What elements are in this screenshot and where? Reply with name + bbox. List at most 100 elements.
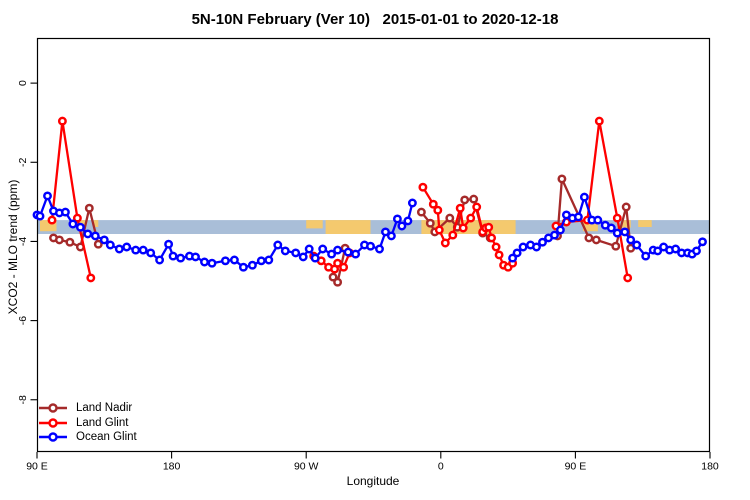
y-tick-label: 0 <box>17 80 29 86</box>
series-land-glint-point <box>86 273 96 283</box>
series-land-glint-point <box>494 250 504 260</box>
legend: Land Nadir Land Glint Ocean Glint <box>38 401 137 445</box>
map-band-land-patch <box>93 220 99 227</box>
series-land-nadir-point <box>65 237 75 247</box>
x-tick-label: 90 E <box>565 461 587 473</box>
series-land-glint-point <box>418 182 428 192</box>
legend-label-ocean-glint: Ocean Glint <box>76 431 137 444</box>
series-ocean-glint-point <box>392 214 402 224</box>
series-land-glint-line <box>50 119 92 280</box>
series-ocean-glint-point <box>220 256 230 266</box>
map-band-land-patch <box>306 220 323 229</box>
series-ocean-glint-point <box>573 212 583 222</box>
series-ocean-glint-point <box>641 251 651 261</box>
series-ocean-glint-point <box>632 240 642 250</box>
series-land-nadir-point <box>54 235 64 245</box>
series-ocean-glint-point <box>606 223 616 233</box>
series-ocean-glint-point <box>191 252 200 262</box>
legend-label-land-nadir: Land Nadir <box>76 402 133 415</box>
series-ocean-glint-point <box>304 244 314 254</box>
x-tick-label: 180 <box>163 461 181 473</box>
series-land-nadir-point <box>460 195 470 205</box>
series-ocean-glint-point <box>381 227 390 237</box>
series-ocean-glint-point <box>168 251 178 261</box>
series-ocean-glint-point <box>538 237 547 247</box>
series-ocean-glint-point <box>99 235 109 245</box>
series-land-glint-point <box>455 203 465 213</box>
series-ocean-glint-point <box>397 221 407 231</box>
series-land-nadir-point <box>621 202 631 212</box>
series-ocean-glint-point <box>200 257 209 267</box>
series-ocean-glint-point <box>343 247 353 257</box>
series-land-nadir-point <box>445 213 455 223</box>
series-ocean-glint-point <box>155 255 165 265</box>
series-ocean-glint-point <box>256 256 266 266</box>
series-land-glint-point <box>623 273 633 283</box>
series-ocean-glint-point <box>403 216 413 226</box>
series-land-glint-point <box>72 213 82 223</box>
series-ocean-glint-point <box>692 246 701 256</box>
series-ocean-glint-point <box>164 239 174 249</box>
map-band-land-patch <box>621 220 631 228</box>
x-axis-label: Longitude <box>346 474 400 488</box>
series-ocean-glint-point <box>620 227 630 237</box>
y-axis-label: XCO2 - MLO trend (ppm) <box>6 179 20 315</box>
series-ocean-glint-point <box>671 244 681 254</box>
series-ocean-glint-point <box>512 248 522 258</box>
series-land-nadir-point <box>93 239 103 249</box>
x-tick-label: 0 <box>438 461 444 473</box>
series-land-glint-point <box>612 213 622 223</box>
series-ocean-glint-point <box>555 225 565 235</box>
series-land-glint-point <box>428 199 438 209</box>
plot-frame <box>36 37 711 453</box>
series-ocean-glint-point <box>114 244 124 254</box>
series-ocean-glint-point <box>375 244 384 254</box>
series-ocean-glint-point <box>176 253 186 263</box>
series-ocean-glint-point <box>264 255 274 265</box>
series-ocean-glint-point <box>698 237 707 247</box>
series-land-nadir-point <box>611 241 621 251</box>
series-ocean-glint-point <box>626 235 636 245</box>
series-land-glint-point <box>433 205 443 215</box>
series-ocean-glint-point <box>247 260 257 270</box>
series-ocean-glint-point <box>273 240 283 250</box>
series-land-glint-point <box>484 222 494 232</box>
series-ocean-glint-point <box>579 192 589 202</box>
series-land-nadir-point <box>584 233 594 243</box>
series-ocean-glint-point <box>238 262 248 272</box>
series-land-nadir-point <box>591 235 601 245</box>
series-ocean-glint-point <box>310 253 320 263</box>
series-ocean-glint-point <box>298 252 308 262</box>
map-band-land-patch <box>325 220 371 234</box>
map-band-land-patch <box>40 220 57 232</box>
series-land-glint-point <box>434 225 444 235</box>
series-ocean-glint-point <box>83 229 93 239</box>
series-land-glint-line <box>554 119 629 280</box>
map-band-ocean <box>37 220 710 234</box>
series-ocean-glint-point <box>532 242 541 252</box>
series-land-glint-point <box>448 230 458 240</box>
series-ocean-glint-point <box>122 242 132 252</box>
series-ocean-glint-point <box>407 198 417 208</box>
y-tick-label: -8 <box>17 395 29 404</box>
series-ocean-glint-point <box>43 191 52 201</box>
series-ocean-glint-point <box>207 258 217 268</box>
series-land-nadir-point <box>84 203 94 213</box>
legend-item-land-glint: Land Glint <box>38 416 137 431</box>
series-ocean-glint-point <box>333 245 343 255</box>
y-tick-label: -6 <box>17 316 29 325</box>
series-ocean-glint-point <box>518 242 528 252</box>
series-land-glint-point <box>339 262 349 272</box>
series-ocean-glint-point <box>146 248 156 258</box>
map-band-land-patch <box>638 220 652 227</box>
series-ocean-glint-point <box>60 207 70 217</box>
series-ocean-glint-point <box>75 222 85 232</box>
legend-label-land-glint: Land Glint <box>76 416 129 429</box>
series-land-glint-point <box>440 238 450 248</box>
series-land-glint-point <box>466 213 476 223</box>
series-ocean-glint-point <box>366 241 375 251</box>
series-ocean-glint-point <box>327 249 337 259</box>
series-land-glint-point <box>333 258 343 268</box>
series-ocean-glint-point <box>550 230 559 240</box>
